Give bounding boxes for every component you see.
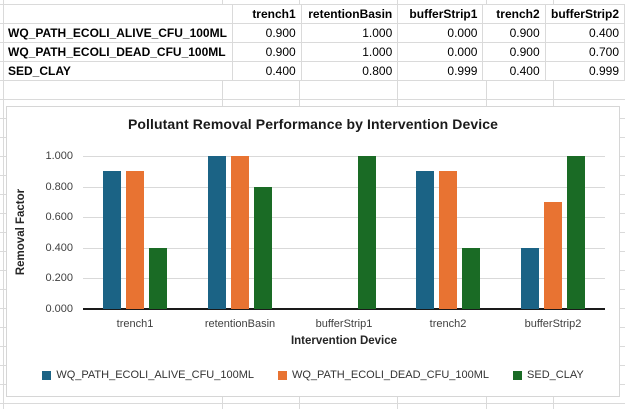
- cell[interactable]: 0.700: [544, 42, 625, 62]
- table-row: WQ_PATH_ECOLI_ALIVE_CFU_100ML 0.900 1.000 0…: [3, 23, 625, 43]
- cell[interactable]: 0.400: [482, 61, 546, 81]
- table-row: WQ_PATH_ECOLI_DEAD_CFU_100ML 0.900 1.000 0.…: [3, 42, 625, 62]
- x-tick-label-trench1: trench1: [116, 318, 154, 330]
- bar-SED_CLAY-trench1[interactable]: [149, 248, 167, 309]
- chart-gridline: [83, 278, 605, 280]
- bar-SED_CLAY-bufferStrip1[interactable]: [358, 156, 376, 309]
- bar-WQ_PATH_ECOLI_DEAD_CFU_100ML-trench1[interactable]: [126, 171, 144, 309]
- bar-WQ_PATH_ECOLI_DEAD_CFU_100ML-bufferStrip2[interactable]: [544, 202, 562, 309]
- cell[interactable]: 1.000: [300, 42, 399, 62]
- x-tick-label-retentionBasin: retentionBasin: [204, 318, 276, 330]
- column-header-bufferStrip2[interactable]: bufferStrip2: [544, 4, 625, 24]
- corner-cell[interactable]: [3, 4, 233, 24]
- cell[interactable]: 0.400: [231, 61, 302, 81]
- cell[interactable]: 0.900: [482, 42, 546, 62]
- bar-WQ_PATH_ECOLI_DEAD_CFU_100ML-retentionBasin[interactable]: [231, 156, 249, 309]
- column-header-trench1[interactable]: trench1: [231, 4, 302, 24]
- bar-WQ_PATH_ECOLI_ALIVE_CFU_100ML-bufferStrip2[interactable]: [521, 248, 539, 309]
- row-header[interactable]: SED_CLAY: [3, 61, 233, 81]
- cell[interactable]: 1.000: [300, 23, 399, 43]
- cell[interactable]: 0.999: [544, 61, 625, 81]
- chart-gridline: [83, 247, 605, 249]
- chart-legend[interactable]: WQ_PATH_ECOLI_ALIVE_CFU_100ML WQ_PATH_ECO…: [7, 369, 619, 381]
- bar-WQ_PATH_ECOLI_ALIVE_CFU_100ML-trench2[interactable]: [416, 171, 434, 309]
- gridline: [0, 403, 625, 404]
- cell[interactable]: 0.400: [544, 23, 625, 43]
- gridline: [3, 0, 4, 409]
- chart-gridline: [83, 156, 605, 157]
- bar-SED_CLAY-retentionBasin[interactable]: [254, 187, 272, 309]
- x-axis-title: Intervention Device: [290, 335, 398, 347]
- cell[interactable]: 0.000: [397, 23, 484, 43]
- y-tick-label: 0.800: [45, 180, 73, 193]
- data-table: trench1 retentionBasin bufferStrip1 trench2…: [3, 4, 625, 81]
- cell[interactable]: 0.900: [482, 23, 546, 43]
- bar-WQ_PATH_ECOLI_DEAD_CFU_100ML-trench2[interactable]: [439, 171, 457, 309]
- cell[interactable]: 0.900: [231, 42, 302, 62]
- legend-marker-icon: [513, 370, 523, 380]
- bar-WQ_PATH_ECOLI_ALIVE_CFU_100ML-trench1[interactable]: [103, 171, 121, 309]
- bar-WQ_PATH_ECOLI_ALIVE_CFU_100ML-retentionBasin[interactable]: [208, 156, 226, 309]
- table-header-row: trench1 retentionBasin bufferStrip1 trench2…: [3, 4, 625, 24]
- bar-SED_CLAY-bufferStrip2[interactable]: [567, 156, 585, 309]
- legend-label: SED_CLAY: [527, 369, 584, 381]
- bar-SED_CLAY-trench2[interactable]: [462, 248, 480, 309]
- legend-marker-icon: [277, 370, 287, 380]
- row-header[interactable]: WQ_PATH_ECOLI_DEAD_CFU_100ML: [3, 42, 233, 62]
- cell[interactable]: 0.800: [300, 61, 399, 81]
- gridline: [0, 99, 625, 100]
- legend-item-WQ_PATH_ECOLI_ALIVE_CFU_100ML[interactable]: WQ_PATH_ECOLI_ALIVE_CFU_100ML: [42, 369, 254, 381]
- y-tick-label: 0.600: [45, 211, 73, 224]
- x-tick-label-bufferStrip1: bufferStrip1: [315, 318, 373, 330]
- cell[interactable]: 0.999: [397, 61, 484, 81]
- y-tick-label: 1.000: [45, 150, 73, 162]
- legend-item-WQ_PATH_ECOLI_DEAD_CFU_100ML[interactable]: WQ_PATH_ECOLI_DEAD_CFU_100ML: [277, 369, 490, 381]
- column-header-bufferStrip1[interactable]: bufferStrip1: [397, 4, 484, 24]
- y-tick-label: 0.200: [45, 272, 73, 285]
- cell[interactable]: 0.000: [397, 42, 484, 62]
- x-axis-line: [83, 308, 605, 310]
- legend-label: WQ_PATH_ECOLI_DEAD_CFU_100ML: [291, 369, 490, 381]
- column-header-trench2[interactable]: trench2: [482, 4, 546, 24]
- y-axis-title: Removal Factor: [15, 188, 27, 276]
- legend-item-SED_CLAY[interactable]: SED_CLAY: [513, 369, 584, 381]
- table-row: SED_CLAY 0.400 0.800 0.999 0.400 0.999: [3, 61, 625, 81]
- legend-label: WQ_PATH_ECOLI_ALIVE_CFU_100ML: [56, 369, 254, 381]
- y-tick-label: 0.000: [45, 303, 73, 315]
- chart-title: Pollutant Removal Performance by Interve…: [127, 116, 499, 132]
- chart[interactable]: Pollutant Removal Performance by Interve…: [6, 106, 620, 397]
- x-tick-label-bufferStrip2: bufferStrip2: [524, 318, 582, 330]
- row-header[interactable]: WQ_PATH_ECOLI_ALIVE_CFU_100ML: [3, 23, 233, 43]
- chart-gridline: [83, 186, 605, 188]
- chart-gridline: [83, 217, 605, 219]
- legend-marker-icon: [42, 370, 52, 380]
- cell[interactable]: 0.900: [231, 23, 302, 43]
- column-header-retentionBasin[interactable]: retentionBasin: [300, 4, 399, 24]
- y-tick-label: 0.400: [45, 241, 73, 254]
- x-tick-label-trench2: trench2: [429, 318, 467, 330]
